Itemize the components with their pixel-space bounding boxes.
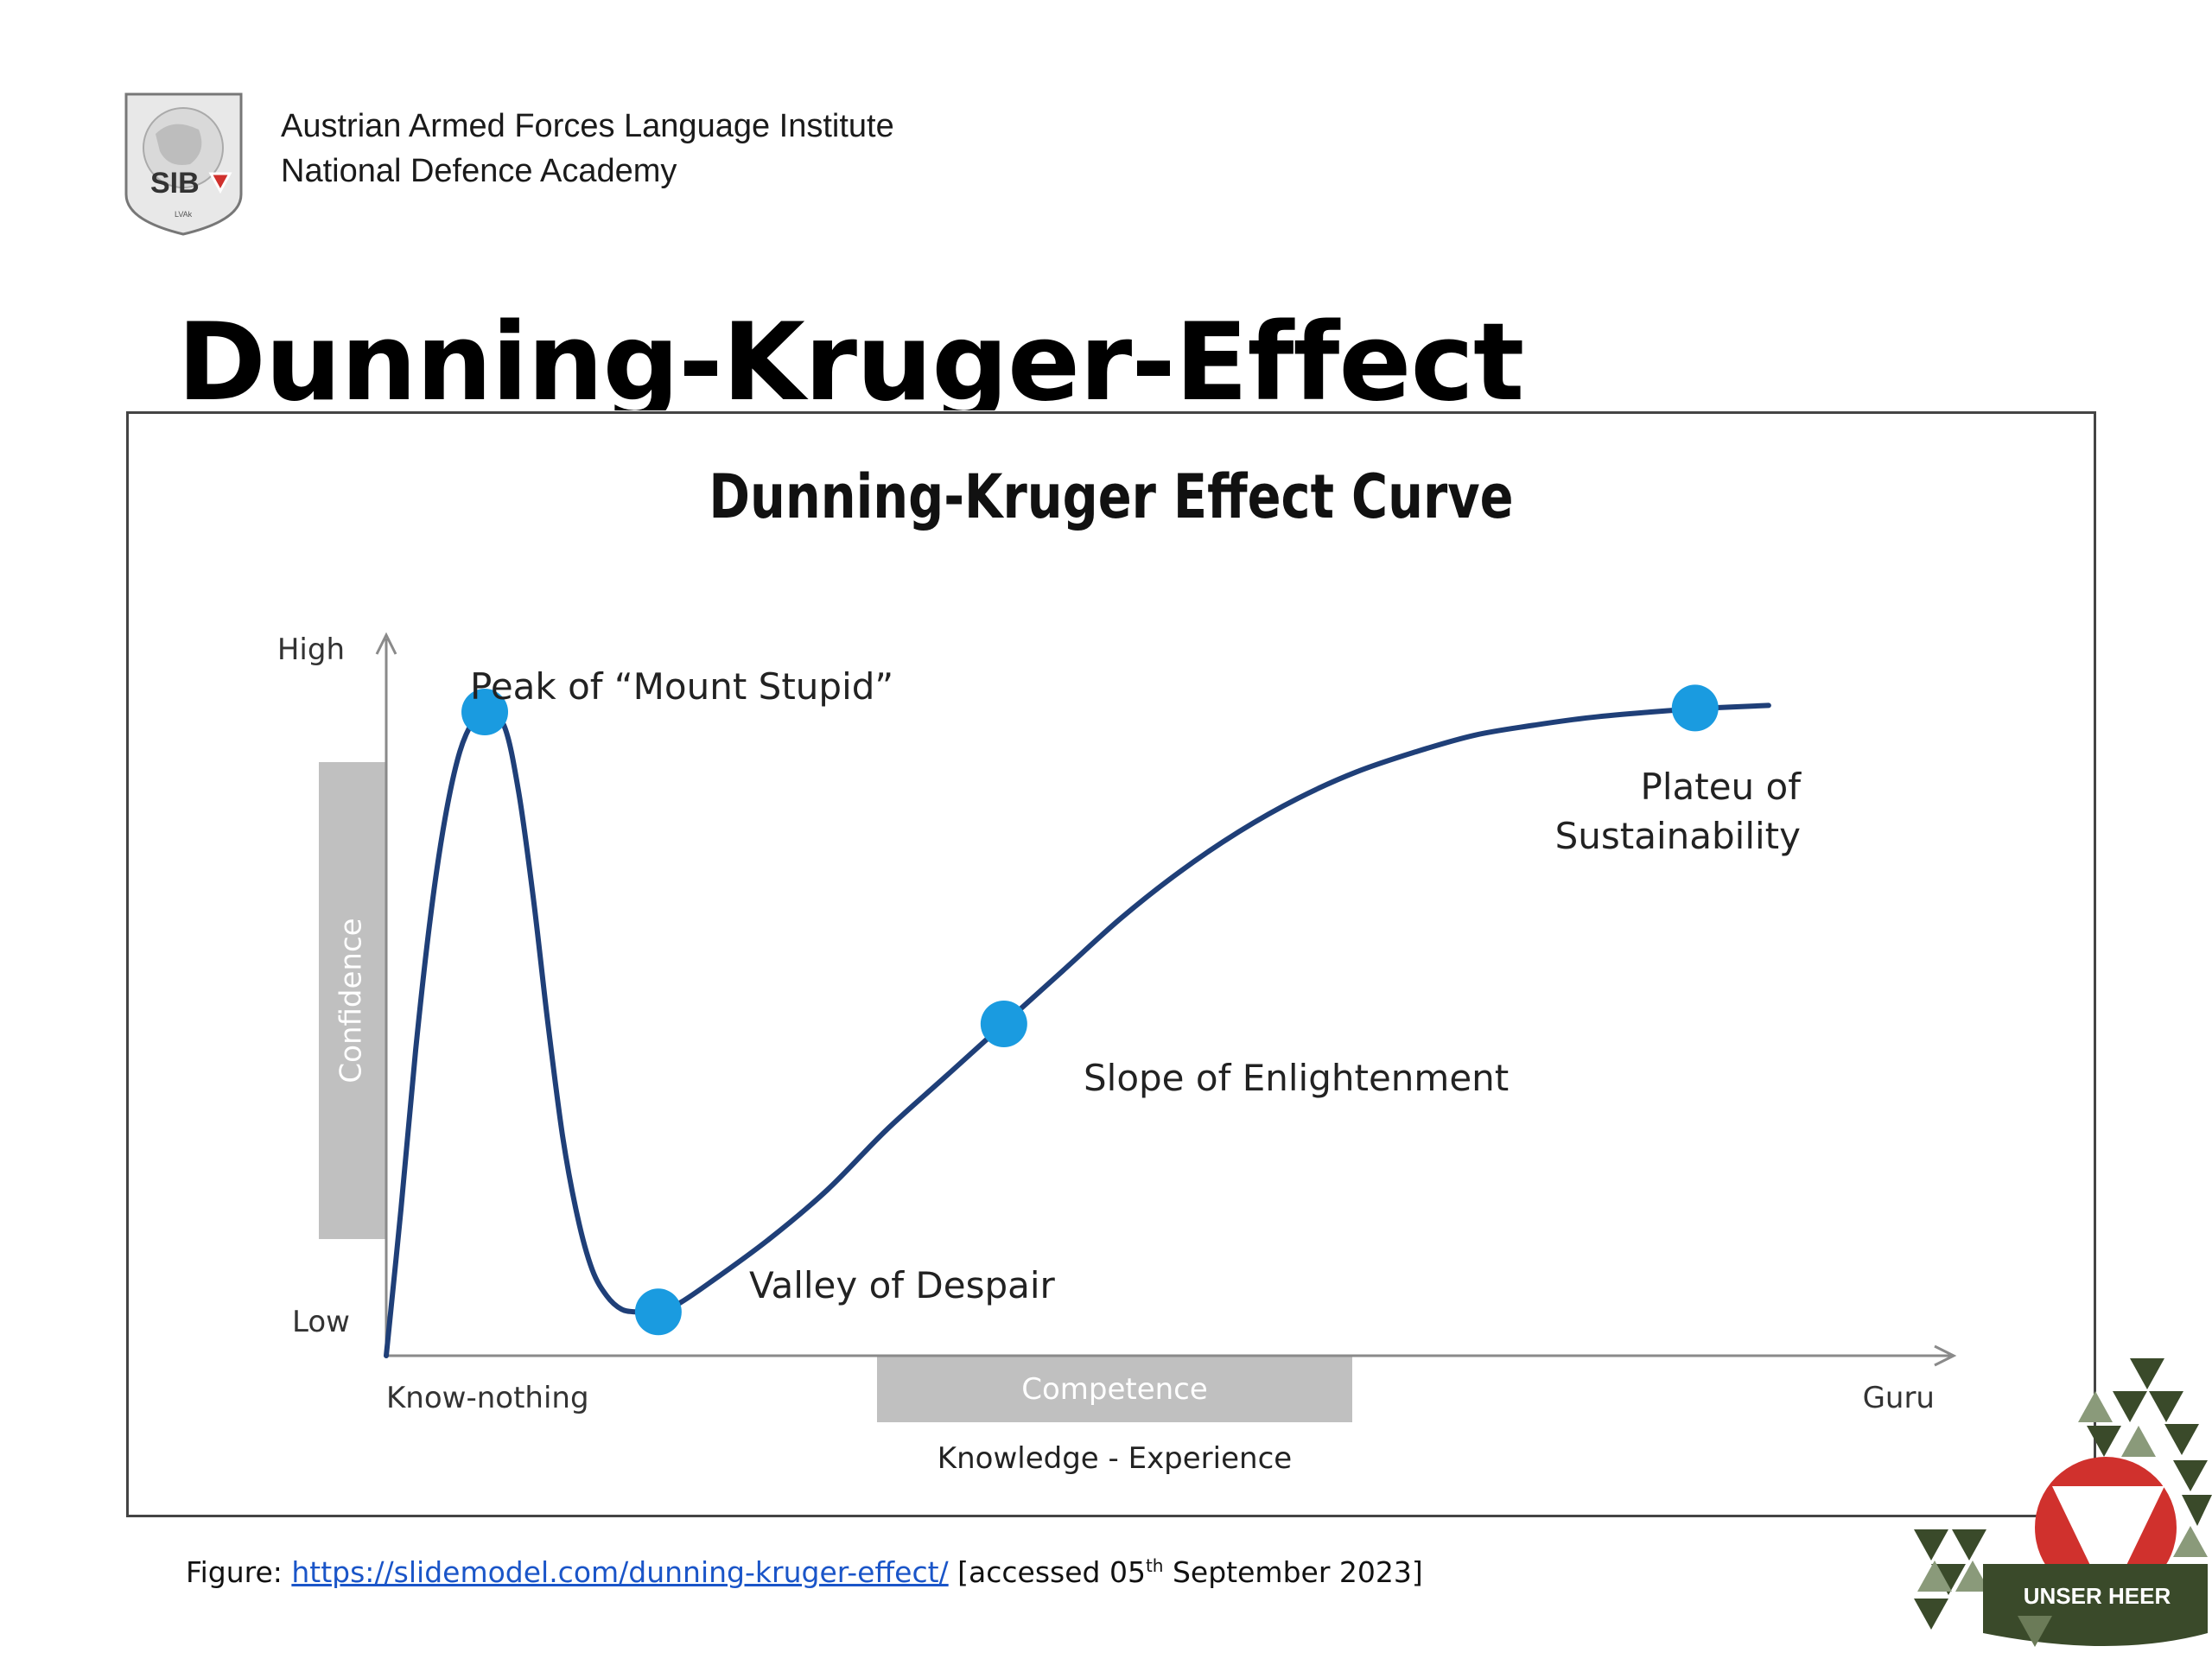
point-label-plateau-line-1: Plateu of [1641, 766, 1802, 808]
dunning-kruger-chart: Dunning-Kruger Effect Curve Confidence C… [277, 463, 1957, 1476]
chart-points [461, 684, 1719, 1336]
y-tick-label-high: High [277, 632, 345, 667]
slope-point [980, 1001, 1027, 1047]
series-line [384, 702, 1771, 1358]
sib-logo: SIB LVAk [124, 92, 243, 236]
slide-title: Dunning-Kruger-Effect [177, 301, 1524, 410]
x-tick-label-end: Guru [1863, 1381, 1935, 1415]
x-axis-band [877, 1357, 1352, 1422]
caption-suffix-post: September 2023] [1163, 1555, 1423, 1589]
unser-heer-logo: UNSER HEER [1914, 1358, 2212, 1647]
svg-text:LVAk: LVAk [175, 210, 193, 219]
x-axis-label: Competence [1021, 1372, 1208, 1407]
point-label-valley: Valley of Despair [749, 1264, 1056, 1306]
sib-logo-text: SIB [150, 167, 200, 200]
point-label-plateau-line-2: Sustainability [1555, 815, 1801, 857]
unser-heer-text: UNSER HEER [2024, 1583, 2171, 1609]
y-axis-band [319, 762, 386, 1239]
y-axis-arrow [375, 632, 397, 655]
point-label-slope: Slope of Enlightenment [1084, 1057, 1509, 1099]
peak-point [461, 689, 509, 736]
x-axis-sublabel: Knowledge - Experience [938, 1441, 1292, 1476]
institute-name: Austrian Armed Forces Language Institute… [281, 104, 894, 194]
institute-line-1: Austrian Armed Forces Language Institute [281, 108, 894, 144]
x-tick-label-start: Know-nothing [386, 1381, 589, 1415]
figure-caption: Figure: https://slidemodel.com/dunning-k… [186, 1555, 1423, 1589]
caption-suffix-pre: [accessed 05 [948, 1555, 1146, 1589]
y-tick-label-low: Low [292, 1305, 350, 1339]
y-axis-label: Confidence [334, 918, 369, 1083]
point-label-peak: Peak of “Mount Stupid” [470, 665, 893, 708]
x-axis-arrow [1934, 1344, 1957, 1367]
caption-prefix: Figure: [186, 1555, 292, 1589]
chart-title: Dunning-Kruger Effect Curve [709, 463, 1513, 533]
caption-suffix-sup: th [1145, 1555, 1164, 1576]
chart-figure: Dunning-Kruger Effect Curve Confidence C… [126, 411, 2096, 1517]
plateau-point [1671, 684, 1719, 732]
institute-line-2: National Defence Academy [281, 153, 677, 189]
valley-point [634, 1288, 682, 1336]
source-link[interactable]: https://slidemodel.com/dunning-kruger-ef… [291, 1555, 949, 1589]
